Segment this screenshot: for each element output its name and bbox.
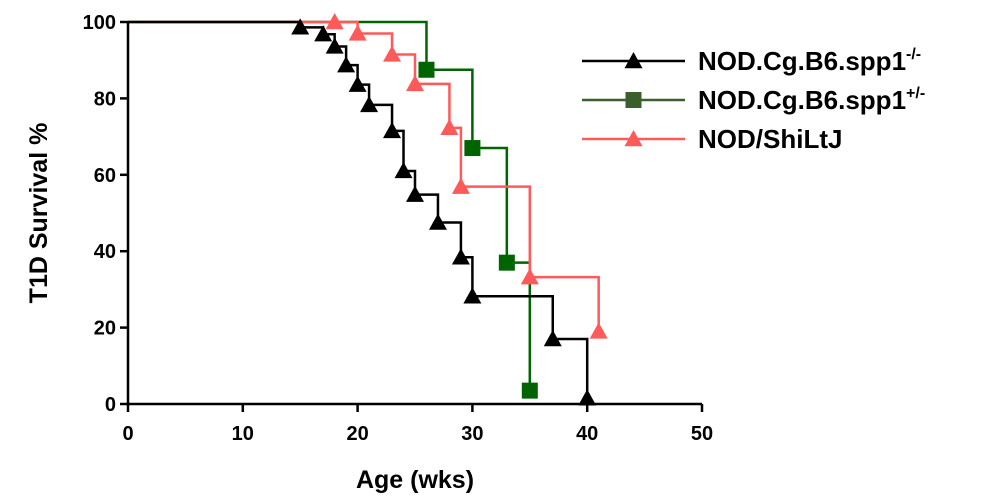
x-tick-label: 30 [461, 423, 483, 445]
x-tick-label: 40 [576, 423, 598, 445]
ticks: 0 10 20 30 40 50 0 20 40 60 80 100 [83, 12, 714, 445]
legend: NOD.Cg.B6.spp1-/-NOD.Cg.B6.spp1+/-NOD/Sh… [582, 46, 925, 154]
series-line [128, 22, 530, 391]
legend-label-name: NOD/ShiLtJ [698, 124, 842, 154]
legend-item-1: NOD.Cg.B6.spp1+/- [582, 85, 925, 115]
series-1 [128, 22, 538, 399]
series-0 [128, 18, 596, 405]
data-point [418, 62, 434, 78]
legend-label-superscript: +/- [906, 85, 925, 102]
y-axis-title: T1D Survival % [25, 123, 53, 304]
data-point [590, 322, 608, 338]
data-point [499, 255, 515, 271]
data-point [464, 140, 480, 156]
legend-marker [626, 92, 642, 108]
y-tick-label: 0 [105, 394, 116, 416]
legend-item-2: NOD/ShiLtJ [582, 124, 842, 154]
x-axis-title: Age (wks) [356, 466, 474, 494]
x-tick-label: 0 [122, 423, 133, 445]
legend-item-0: NOD.Cg.B6.spp1-/- [582, 46, 921, 76]
series-2 [128, 13, 608, 339]
y-tick-label: 60 [94, 165, 116, 187]
legend-label: NOD/ShiLtJ [698, 124, 842, 154]
legend-label: NOD.Cg.B6.spp1+/- [698, 85, 925, 115]
y-tick-label: 80 [94, 88, 116, 110]
series-line [128, 22, 599, 331]
x-tick-label: 10 [232, 423, 254, 445]
data-point [522, 383, 538, 399]
legend-label: NOD.Cg.B6.spp1-/- [698, 46, 921, 76]
y-tick-label: 20 [94, 318, 116, 340]
x-tick-label: 20 [346, 423, 368, 445]
series-layer [128, 13, 608, 405]
legend-label-superscript: -/- [906, 46, 921, 63]
legend-label-name: NOD.Cg.B6.spp1 [698, 46, 906, 76]
legend-label-name: NOD.Cg.B6.spp1 [698, 85, 906, 115]
y-tick-label: 100 [83, 12, 116, 34]
y-tick-label: 40 [94, 241, 116, 263]
x-tick-label: 50 [691, 423, 713, 445]
